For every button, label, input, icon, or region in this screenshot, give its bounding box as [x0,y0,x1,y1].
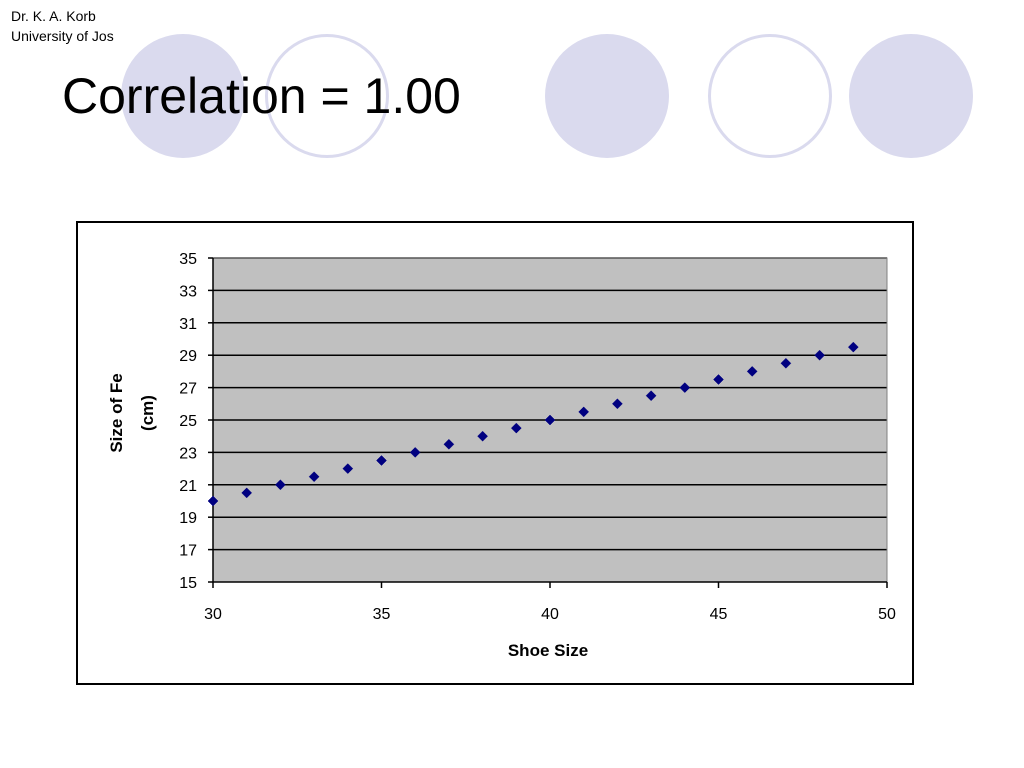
data-point [477,430,488,442]
y-tick-label: 29 [179,348,197,365]
decorative-circle-filled-3 [849,34,973,158]
data-point [241,487,253,499]
data-point [207,495,219,507]
y-tick-labels: 15 17 19 21 23 25 27 29 31 33 35 [179,251,197,592]
y-title-mask [150,343,164,393]
x-tick-label: 35 [373,606,391,623]
y-tick-label: 25 [179,413,197,430]
data-point [814,349,825,361]
x-tick-labels: 30 35 40 45 50 [204,606,896,623]
author-affiliation: University of Jos [11,28,114,44]
data-point [275,479,286,491]
data-point [612,398,623,410]
author-block: Dr. K. A. Korb University of Jos [11,6,114,46]
decorative-circle-ring-2 [708,34,832,158]
data-point [578,406,590,418]
x-tick-label: 30 [204,606,222,623]
decorative-circle-filled-1 [121,34,245,158]
data-point [847,341,859,353]
y-axis-title-line-1: Size of Fe [107,373,126,452]
data-point [308,471,320,483]
data-point [679,382,691,393]
y-tick-label: 21 [179,478,197,495]
data-point [342,463,354,474]
data-point [713,374,724,385]
y-axis-title-line-2: (cm) [138,395,157,431]
data-point [780,357,792,369]
scatter-chart: 15 17 19 21 23 25 27 29 31 33 35 30 35 40 45 50 Shoe S… [107,251,896,660]
slide-title: Correlation = 1.00 [62,68,461,124]
x-tick-label: 50 [878,606,896,623]
data-point [510,422,522,434]
author-name: Dr. K. A. Korb [11,8,96,24]
decorative-circle-ring-1 [265,34,389,158]
y-tick-label: 33 [179,283,197,300]
data-point [376,455,387,466]
x-axis-title: Shoe Size [508,641,588,660]
x-tick-label: 40 [541,606,559,623]
data-point [746,366,758,377]
axes [208,257,888,588]
x-tick-label: 45 [710,606,728,623]
data-point [409,447,421,458]
y-axis-title: Size of Fe (cm) [107,373,157,452]
y-tick-label: 27 [179,381,197,398]
data-point [645,390,657,402]
decorative-circle-filled-2 [545,34,669,158]
y-tick-label: 15 [179,575,197,592]
y-tick-label: 23 [179,445,197,462]
y-tick-label: 31 [179,316,197,333]
data-point [443,438,455,450]
chart-frame: 15 17 19 21 23 25 27 29 31 33 35 30 35 40 45 50 Shoe S… [76,221,914,685]
y-tick-label: 19 [179,510,197,527]
y-tick-label: 17 [179,543,197,560]
data-points [207,341,859,507]
data-point [544,414,556,426]
y-tick-label: 35 [179,251,197,268]
